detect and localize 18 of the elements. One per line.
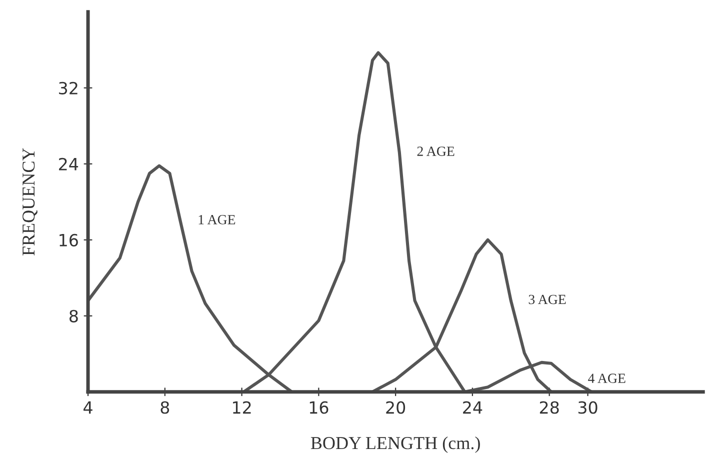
y-tick-label: 8 <box>70 310 78 322</box>
x-tick-label: 28 <box>540 401 559 414</box>
series-label: 2 AGE <box>417 146 454 156</box>
y-axis-title: FREQUENCY <box>22 148 38 256</box>
x-tick-label: 12 <box>233 401 251 414</box>
series-label: 3 AGE <box>528 294 566 304</box>
series-label: 1 AGE <box>198 215 236 224</box>
y-tick-label: 16 <box>60 234 78 246</box>
y-tick-label: 24 <box>59 158 78 170</box>
series-label: 4 AGE <box>588 374 626 383</box>
x-tick-label: 16 <box>310 401 328 414</box>
x-tick-label: 24 <box>463 401 482 414</box>
x-axis-title: BODY LENGTH (cm.) <box>310 436 480 453</box>
x-tick-label: 8 <box>160 401 170 414</box>
y-tick-label: 32 <box>59 82 78 94</box>
x-tick-label: 30 <box>578 401 598 414</box>
x-tick-label: 4 <box>84 401 92 414</box>
x-tick-label: 20 <box>386 401 406 414</box>
